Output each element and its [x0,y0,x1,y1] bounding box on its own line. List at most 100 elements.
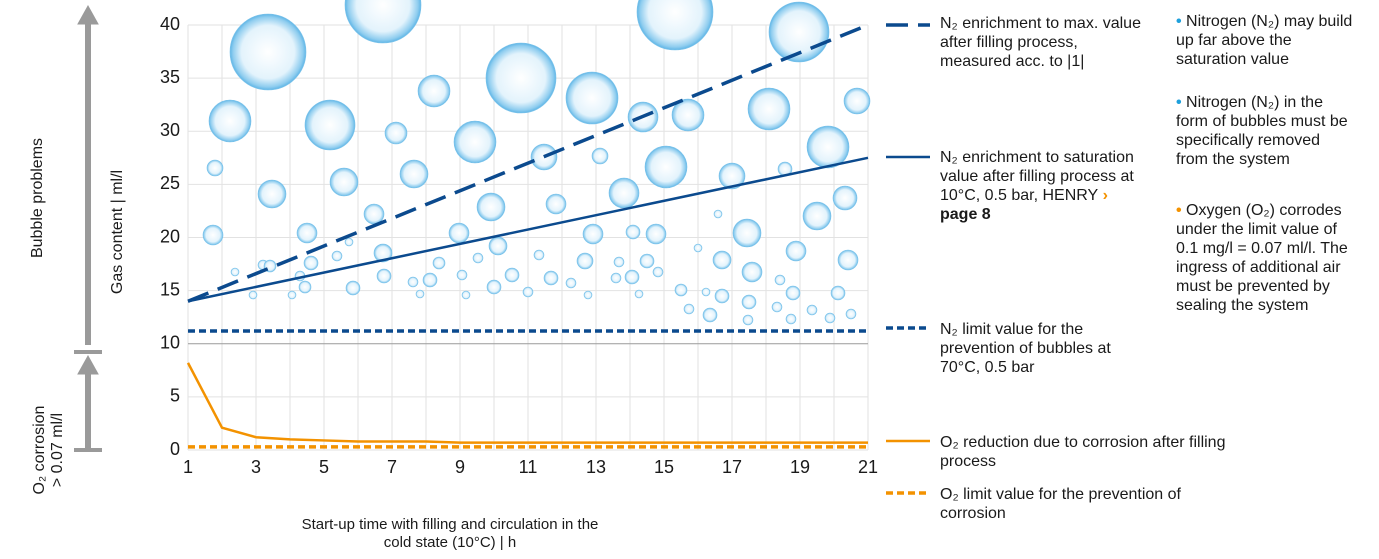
x-tick-label: 19 [790,457,810,477]
bubble [771,301,783,313]
bubble [634,289,644,299]
bubble [785,240,807,262]
bubbles [202,0,871,326]
bubble [417,74,451,108]
bubble [545,193,567,215]
bubble [644,145,688,189]
bubble [488,236,508,256]
bubble [701,287,711,297]
bubble [785,285,801,301]
bubble [543,270,559,286]
bullet: • [1176,13,1187,30]
bubble [344,237,354,247]
bubble [683,303,695,315]
legend-label: O₂ limit value for the prevention of cor… [940,486,1181,522]
bubble [376,268,392,284]
x-tick-label: 11 [519,457,538,477]
bubble [345,280,361,296]
bubble [461,290,471,300]
bubble [304,99,356,151]
bubble [702,307,718,323]
side-label: O₂ corrosion [31,406,48,495]
bubble [802,201,832,231]
arrow-head [77,354,99,375]
bubble [747,87,791,131]
bubble [674,283,688,297]
note-text: Oxygen (O₂) corrodes under the limit val… [1176,202,1348,314]
y-axis-label: Gas content | ml/l [109,170,126,294]
bubble [741,261,763,283]
x-tick-label: 13 [586,457,606,477]
bubble [298,280,312,294]
bubble [837,249,859,271]
legend-entry: N₂ enrichment to max. value after fillin… [940,14,1145,71]
bubble [407,276,419,288]
bubble [504,267,520,283]
bubble [344,0,422,44]
bubble [843,87,871,115]
bubble [206,159,224,177]
bubble [415,289,425,299]
bubble [230,267,240,277]
bullet: • [1176,202,1187,219]
bubble [806,125,850,169]
y-tick-label: 30 [160,120,180,140]
bubble [248,290,258,300]
y-tick-label: 5 [170,386,180,406]
bubble [608,177,640,209]
bubble [331,250,343,262]
arrow: › [1098,187,1108,204]
bubble [693,243,703,253]
side-label: > 0.07 ml/l [49,413,66,487]
bubble [522,286,534,298]
y-tick-label: 25 [160,173,180,193]
series-line [187,23,869,303]
x-tick-label: 1 [183,457,193,477]
bubble [485,42,557,114]
reference-link[interactable]: page 8 [940,206,991,223]
bubble [613,256,625,268]
bubble [845,308,857,320]
x-tick-label: 17 [722,457,742,477]
y-tick-label: 15 [160,279,180,299]
note: • Oxygen (O₂) corrodes under the limit v… [1176,201,1356,315]
y-tick-label: 0 [170,439,180,459]
bubble [636,0,714,51]
bubble [785,313,797,325]
y-tick-label: 40 [160,14,180,34]
side-label: Bubble problems [29,138,46,258]
bullet: • [1176,94,1187,111]
bubble [399,159,429,189]
y-tick-label: 10 [160,333,180,353]
bubble [714,288,730,304]
bubble [476,192,506,222]
bubble [624,269,640,285]
bubble [625,224,641,240]
bubble [645,223,667,245]
side-arrows [74,4,102,452]
bubble [229,13,307,91]
marks [186,23,869,449]
x-tick-label: 9 [455,457,465,477]
bubble [373,243,393,263]
bubble [448,222,470,244]
arrow-head [77,4,99,25]
legend-label: N₂ limit value for the prevention of bub… [940,321,1111,376]
bubble [432,256,446,270]
bubble [384,121,408,145]
bubble [296,222,318,244]
bubble [591,147,609,165]
bubble [287,290,297,300]
bubble [257,179,287,209]
x-tick-label: 15 [654,457,674,477]
bubble [329,167,359,197]
bubble [774,274,786,286]
bubble [303,255,319,271]
bubble [565,71,619,125]
legend-label: N₂ enrichment to saturation value after … [940,149,1134,204]
note: • Nitrogen (N₂) may build up far above t… [1176,12,1356,69]
note-text: Nitrogen (N₂) may build up far above the… [1176,13,1353,68]
legend-label: N₂ enrichment to max. value after fillin… [940,15,1141,70]
bubble [671,98,705,132]
bubble [639,253,655,269]
